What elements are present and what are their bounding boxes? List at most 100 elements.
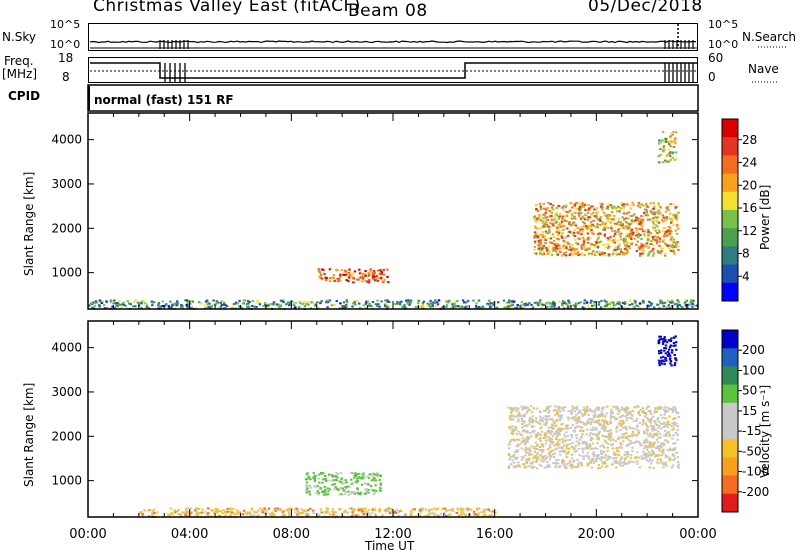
colorbar-tick-label: -100 xyxy=(742,465,769,479)
heatmap-power-cell xyxy=(568,209,572,212)
heatmap-velocity-cell xyxy=(671,422,674,425)
heatmap-velocity-cell xyxy=(675,341,678,344)
station-title: Christmas Valley East (fitACF) xyxy=(93,0,361,16)
heatmap-velocity-cell xyxy=(217,510,220,512)
heatmap-velocity-cell xyxy=(381,514,384,517)
heatmap-velocity-cell xyxy=(376,473,379,476)
heatmap-power-cell xyxy=(549,241,552,244)
heatmap-power-cell xyxy=(676,299,679,302)
heatmap-velocity-cell xyxy=(609,429,612,432)
heatmap-velocity-cell xyxy=(641,410,644,413)
heatmap-power-cell xyxy=(595,250,599,253)
heatmap-velocity-cell xyxy=(615,427,618,430)
heatmap-velocity-cell xyxy=(586,421,590,424)
heatmap-power-cell xyxy=(126,307,129,310)
heatmap-velocity-cell xyxy=(673,455,676,458)
heatmap-power-cell xyxy=(375,278,378,281)
heatmap-velocity-cell xyxy=(351,482,355,485)
heatmap-power-cell xyxy=(663,301,667,304)
heatmap-velocity-cell xyxy=(608,456,611,459)
heatmap-velocity-cell xyxy=(539,454,542,457)
heatmap-power-cell xyxy=(544,221,548,224)
heatmap-power-cell xyxy=(672,249,675,252)
heatmap-velocity-cell xyxy=(557,444,560,447)
heatmap-velocity-cell xyxy=(229,507,232,510)
heatmap-power-cell xyxy=(671,217,675,220)
heatmap-velocity-cell xyxy=(656,455,659,457)
heatmap-power-cell xyxy=(653,226,656,229)
heatmap-power-cell xyxy=(654,216,657,219)
heatmap-power-cell xyxy=(332,273,335,276)
heatmap-power-cell xyxy=(624,225,627,228)
heatmap-velocity-cell xyxy=(512,455,515,458)
heatmap-velocity-cell xyxy=(643,441,646,444)
heatmap-velocity-cell xyxy=(525,411,529,414)
heatmap-velocity-cell xyxy=(566,443,570,446)
heatmap-velocity-cell xyxy=(364,513,367,515)
heatmap-power-cell xyxy=(640,243,643,246)
heatmap-velocity-cell xyxy=(644,422,647,425)
heatmap-velocity-cell xyxy=(551,442,554,445)
heatmap-power-cell xyxy=(358,272,362,275)
heatmap-power-cell xyxy=(644,214,648,217)
heatmap-power-cell xyxy=(626,232,629,235)
heatmap-power-cell xyxy=(623,253,627,256)
heatmap-velocity-cell xyxy=(662,340,665,343)
heatmap-power-cell xyxy=(553,302,556,305)
heatmap-power-cell xyxy=(570,216,574,218)
heatmap-power-cell xyxy=(628,235,631,237)
heatmap-velocity-cell xyxy=(525,465,528,468)
heatmap-power-cell xyxy=(660,300,664,303)
heatmap-velocity-cell xyxy=(636,424,639,427)
heatmap-power-cell xyxy=(613,222,616,225)
heatmap-velocity-cell xyxy=(600,465,604,468)
heatmap-velocity-cell xyxy=(370,479,374,482)
heatmap-velocity-cell xyxy=(319,508,323,511)
heatmap-power-cell xyxy=(664,234,668,237)
heatmap-velocity-cell xyxy=(605,412,608,415)
heatmap-velocity-cell xyxy=(675,359,678,362)
heatmap-velocity-cell xyxy=(553,405,557,408)
heatmap-velocity-cell xyxy=(317,477,320,480)
heatmap-velocity-cell xyxy=(606,422,609,425)
nave-tick-high: 60 xyxy=(708,51,724,65)
heatmap-power-cell xyxy=(562,205,565,208)
heatmap-power-cell xyxy=(585,214,589,217)
heatmap-velocity-cell xyxy=(384,510,388,513)
heatmap-power-cell xyxy=(662,220,665,223)
heatmap-power-cell xyxy=(421,303,425,306)
heatmap-velocity-cell xyxy=(353,509,356,512)
heatmap-power-cell xyxy=(667,229,671,231)
heatmap-power-cell xyxy=(541,253,544,256)
heatmap-power-cell xyxy=(656,249,659,252)
heatmap-velocity-cell xyxy=(371,511,374,514)
heatmap-power-cell xyxy=(446,301,450,304)
heatmap-power-cell xyxy=(676,224,679,227)
heatmap-velocity-cell xyxy=(571,465,575,468)
heatmap-power-cell xyxy=(670,132,673,135)
heatmap-power-cell xyxy=(364,274,367,277)
heatmap-velocity-cell xyxy=(535,436,538,438)
heatmap-power-cell xyxy=(565,210,568,213)
heatmap-velocity-cell xyxy=(515,433,519,436)
heatmap-power-cell xyxy=(206,300,209,303)
heatmap-power-cell xyxy=(673,241,676,244)
heatmap-power-cell xyxy=(657,142,661,145)
heatmap-power-cell xyxy=(603,228,606,231)
heatmap-velocity-cell xyxy=(543,458,546,461)
heatmap-velocity-cell xyxy=(326,509,329,512)
heatmap-velocity-cell xyxy=(514,428,517,431)
heatmap-velocity-cell xyxy=(548,454,551,457)
heatmap-power-cell xyxy=(636,218,639,221)
heatmap-velocity-cell xyxy=(662,466,665,469)
heatmap-power-cell xyxy=(644,208,647,211)
heatmap-velocity-cell xyxy=(347,493,350,496)
heatmap-power-cell xyxy=(219,305,223,308)
heatmap-velocity-cell xyxy=(637,429,640,432)
heatmap-velocity-cell xyxy=(587,413,590,416)
heatmap-velocity-cell xyxy=(528,423,531,426)
heatmap-velocity-cell xyxy=(597,454,600,457)
heatmap-power-cell xyxy=(375,305,379,307)
heatmap-velocity-cell xyxy=(477,512,480,515)
heatmap-velocity-cell xyxy=(552,427,556,430)
